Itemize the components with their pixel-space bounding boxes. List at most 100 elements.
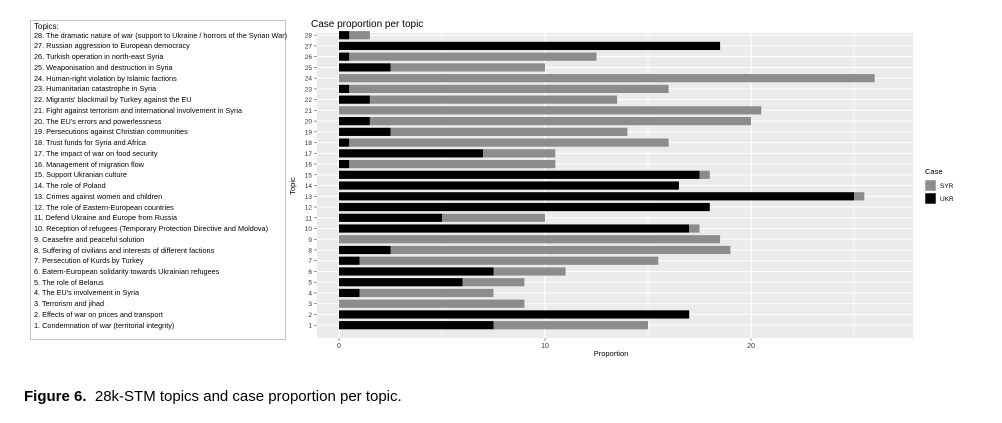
topic-label: 7. Persecution of Kurds by Turkey [34, 256, 144, 266]
bar-syr-topic-19 [390, 127, 628, 136]
topic-label: 10. Reception of refugees (Temporary Pro… [34, 224, 269, 234]
y-tick-label: 7 [308, 258, 312, 265]
x-tick-label: 10 [541, 343, 549, 350]
y-tick-label: 16 [305, 162, 313, 169]
topic-label: 11. Defend Ukraine and Europe from Russi… [34, 213, 178, 223]
bar-syr-topic-9 [339, 235, 721, 244]
topic-label: 21. Fight against terrorism and internat… [34, 105, 243, 115]
topics-heading: Topics: [34, 22, 59, 31]
y-tick-label: 9 [308, 237, 312, 244]
caption-text: 28k-STM topics and case proportion per t… [94, 388, 402, 405]
chart-title: Case proportion per topic [311, 19, 423, 30]
y-tick-label: 25 [305, 65, 313, 72]
bar-syr-topic-17 [483, 149, 556, 158]
bar-syr-topic-18 [349, 138, 669, 147]
bar-ukr-topic-18 [339, 138, 350, 147]
topic-label: 22. Migrants' blackmail by Turkey agains… [34, 95, 192, 105]
topic-label: 3. Terrorism and jihad [34, 299, 105, 309]
x-tick-label: 0 [337, 343, 341, 350]
bar-syr-topic-20 [369, 117, 751, 126]
y-tick-label: 4 [308, 290, 312, 297]
topic-label: 15. Support Ukranian culture [34, 170, 127, 180]
topic-label: 6. Eatern-European solidarity towards Uk… [34, 266, 220, 276]
bar-syr-topic-15 [699, 170, 710, 179]
x-tick-label: 20 [747, 343, 755, 350]
topic-label: 25. Weaponisation and destruction in Syr… [34, 62, 173, 72]
topic-label: 1. Condemnation of war (territorial inte… [34, 320, 175, 330]
bar-ukr-topic-12 [339, 202, 710, 212]
y-tick-label: 21 [305, 108, 313, 115]
topic-label: 20. The EU's errors and powerlessness [34, 116, 162, 126]
bar-syr-topic-11 [442, 213, 545, 222]
bar-syr-topic-16 [349, 159, 556, 169]
topic-label: 13. Crimes against women and children [34, 191, 163, 201]
bar-ukr-topic-8 [339, 245, 391, 255]
bar-syr-topic-28 [349, 31, 370, 40]
y-tick-label: 15 [305, 172, 313, 179]
topic-label: 4. The EU's involvement in Syria [34, 288, 140, 298]
bar-ukr-topic-23 [339, 84, 350, 93]
topic-label: 17. The impact of war on food security [34, 148, 158, 158]
bar-syr-topic-6 [493, 267, 566, 276]
bar-syr-topic-22 [369, 95, 618, 104]
legend-swatch-syr [924, 179, 937, 192]
topics-panel [30, 20, 286, 340]
y-tick-label: 22 [305, 97, 313, 104]
y-tick-label: 17 [305, 151, 313, 158]
y-tick-label: 27 [305, 43, 313, 50]
y-tick-label: 2 [308, 312, 312, 319]
bar-syr-topic-13 [854, 192, 865, 201]
topic-label: 12. The role of Eastern-European countri… [34, 202, 174, 212]
topic-label: 16. Management of migration flow [34, 159, 144, 169]
topic-label: 8. Suffering of civilians and interests … [34, 245, 215, 255]
bar-syr-topic-21 [339, 106, 762, 115]
bar-ukr-topic-2 [339, 310, 690, 319]
topic-label: 5. The role of Belarus [34, 277, 104, 287]
x-axis-label: Proportion [594, 349, 629, 358]
bar-ukr-topic-11 [339, 213, 442, 222]
bar-syr-topic-8 [390, 245, 731, 255]
bar-syr-topic-26 [349, 52, 597, 61]
y-tick-label: 13 [305, 194, 313, 201]
y-tick-label: 8 [308, 248, 312, 255]
bar-syr-topic-23 [349, 84, 669, 93]
y-tick-label: 10 [305, 226, 313, 233]
bar-ukr-topic-6 [339, 267, 494, 276]
bar-syr-topic-1 [493, 321, 648, 330]
bar-ukr-topic-4 [339, 288, 360, 298]
y-tick-label: 12 [305, 205, 313, 212]
y-tick-label: 3 [308, 301, 312, 308]
y-tick-label: 6 [308, 269, 312, 276]
bar-ukr-topic-14 [339, 181, 679, 190]
caption-label: Figure 6. [24, 388, 87, 405]
bar-syr-topic-7 [359, 256, 659, 265]
y-tick-label: 18 [305, 140, 313, 147]
bar-ukr-topic-19 [339, 127, 391, 136]
y-tick-label: 26 [305, 54, 313, 61]
topic-label: 28. The dramatic nature of war (support … [34, 30, 288, 40]
y-tick-label: 5 [308, 280, 312, 287]
bar-ukr-topic-5 [339, 278, 463, 287]
bar-ukr-topic-25 [339, 63, 391, 72]
topic-label: 14. The role of Poland [34, 181, 106, 191]
y-tick-label: 28 [305, 33, 313, 40]
topic-label: 27. Russian aggression to European democ… [34, 41, 190, 51]
bar-syr-topic-24 [339, 74, 875, 83]
y-tick-label: 23 [305, 86, 313, 93]
bar-ukr-topic-22 [339, 95, 370, 104]
topic-label: 24. Human-right violation by Islamic fac… [34, 73, 177, 83]
bar-syr-topic-4 [359, 288, 494, 298]
y-tick-label: 1 [308, 323, 312, 330]
bar-ukr-topic-26 [339, 52, 350, 61]
bar-syr-topic-10 [689, 224, 700, 233]
bar-ukr-topic-10 [339, 224, 690, 233]
bar-ukr-topic-7 [339, 256, 360, 265]
bar-ukr-topic-28 [339, 31, 350, 40]
bar-syr-topic-3 [339, 299, 525, 308]
bar-syr-topic-5 [462, 278, 525, 287]
topic-label: 9. Ceasefire and peaceful solution [34, 234, 145, 244]
bar-ukr-topic-27 [339, 41, 721, 51]
y-tick-label: 20 [305, 119, 313, 126]
topic-label: 19. Persecutions against Christian commu… [34, 127, 188, 137]
bar-ukr-topic-15 [339, 170, 700, 179]
